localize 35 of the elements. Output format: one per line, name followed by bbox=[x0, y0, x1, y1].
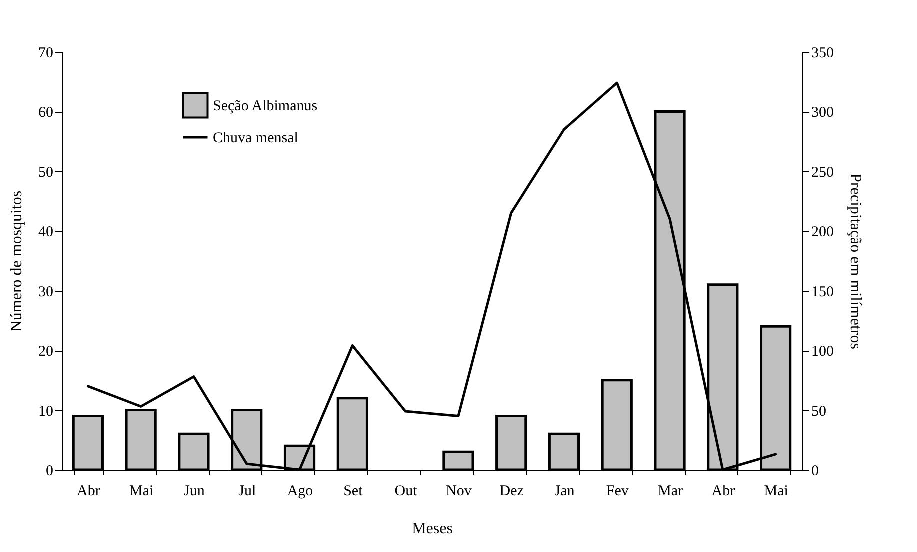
x-tick-label: Set bbox=[344, 484, 364, 500]
y2-axis-title: Precipitação em milímetros bbox=[847, 174, 864, 350]
y2-tick-label: 250 bbox=[812, 164, 834, 181]
x-tick-label: Mai bbox=[129, 484, 154, 500]
y2-tick-label: 100 bbox=[812, 344, 834, 360]
x-tick-label: Ago bbox=[287, 484, 314, 500]
x-tick-label: Abr bbox=[712, 484, 736, 500]
x-tick-label: Abr bbox=[77, 484, 100, 500]
y-axis-title: Número de mosquitos bbox=[8, 190, 26, 332]
legend-label: Seção Albimanus bbox=[213, 98, 318, 114]
x-tick-label: Mai bbox=[764, 484, 788, 500]
y-tick-label: 60 bbox=[38, 105, 54, 122]
x-tick-label: Nov bbox=[446, 484, 472, 500]
x-tick-label: Jan bbox=[554, 484, 576, 500]
y-tick-label: 0 bbox=[46, 464, 54, 480]
y-tick-label: 30 bbox=[38, 284, 54, 300]
x-tick-label: Jul bbox=[238, 484, 256, 500]
y2-tick-label: 150 bbox=[812, 284, 834, 300]
y-tick-label: 50 bbox=[38, 164, 54, 181]
y2-tick-label: 350 bbox=[812, 46, 834, 62]
y2-tick-label: 50 bbox=[812, 404, 826, 420]
y2-tick-label: 300 bbox=[812, 105, 834, 122]
y-tick-label: 10 bbox=[38, 404, 54, 420]
x-tick-label: Dez bbox=[500, 484, 524, 500]
x-tick-label: Jun bbox=[184, 484, 206, 500]
x-axis-title: Meses bbox=[412, 520, 453, 538]
y-tick-label: 70 bbox=[38, 46, 54, 62]
y-tick-label: 40 bbox=[38, 224, 54, 241]
y2-tick-label: 200 bbox=[812, 224, 834, 241]
y-tick-label: 20 bbox=[38, 344, 54, 360]
legend-label: Chuva mensal bbox=[213, 130, 298, 146]
x-tick-label: Out bbox=[394, 484, 418, 500]
y2-tick-label: 0 bbox=[812, 464, 819, 480]
x-tick-label: Mar bbox=[658, 484, 684, 500]
x-tick-label: Fev bbox=[606, 484, 630, 500]
